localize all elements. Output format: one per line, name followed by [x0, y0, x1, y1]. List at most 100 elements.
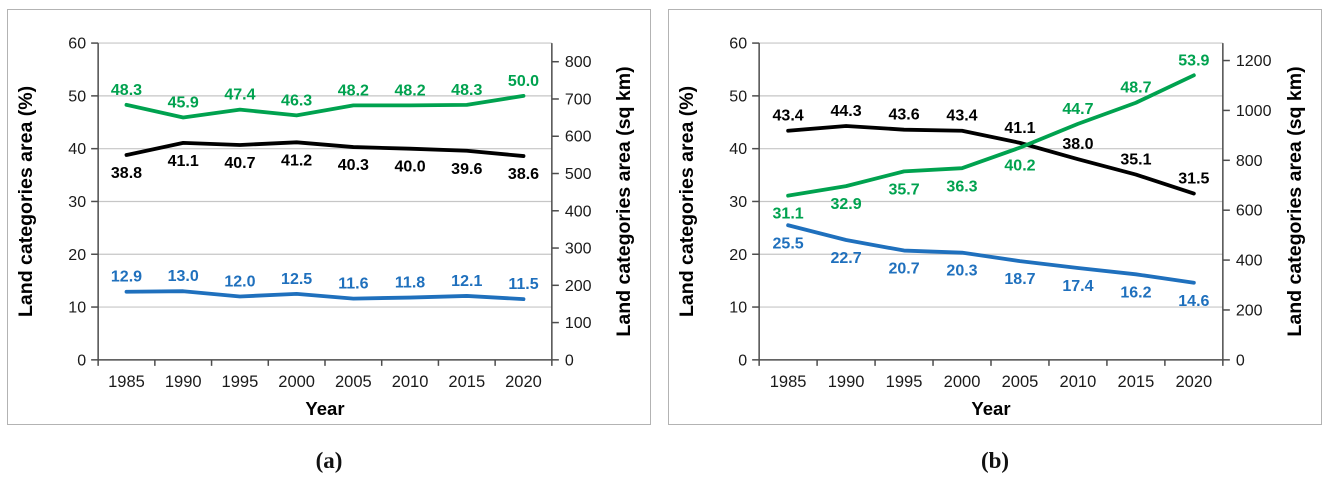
y-left-tick-label: 0 — [77, 351, 86, 369]
y-left-tick-label: 10 — [729, 299, 747, 317]
data-label: 50.0 — [508, 72, 539, 90]
x-axis-title: Year — [305, 398, 344, 419]
x-tick-label: 1990 — [165, 372, 202, 391]
data-label: 41.1 — [168, 152, 199, 170]
data-label: 12.9 — [111, 268, 142, 286]
series-line-blue — [786, 223, 1196, 285]
y-right-tick-label: 400 — [1236, 252, 1263, 270]
data-label: 48.3 — [111, 81, 142, 99]
data-label: 48.7 — [1120, 79, 1151, 97]
data-label: 12.0 — [224, 272, 255, 290]
data-label: 36.3 — [946, 177, 977, 195]
data-label: 18.7 — [1004, 270, 1035, 288]
x-tick-label: 2020 — [505, 372, 542, 391]
y-right-tick-label: 400 — [565, 202, 592, 220]
data-label: 43.4 — [946, 107, 977, 125]
data-label: 11.8 — [395, 274, 425, 292]
data-label: 48.2 — [394, 81, 425, 99]
y-right-tick-label: 0 — [565, 351, 574, 369]
data-label: 22.7 — [831, 249, 862, 267]
data-label: 14.6 — [1178, 292, 1209, 310]
data-label: 38.8 — [111, 164, 142, 182]
data-label: 43.6 — [888, 106, 919, 124]
data-label: 25.5 — [773, 234, 804, 252]
y-left-tick-label: 60 — [729, 35, 747, 53]
x-tick-label: 1990 — [828, 372, 865, 391]
y-left-tick-label: 50 — [68, 87, 86, 105]
y-right-tick-label: 800 — [1236, 152, 1263, 170]
x-tick-label: 2005 — [1002, 372, 1039, 391]
y-left-tick-label: 20 — [729, 246, 747, 264]
data-label: 32.9 — [831, 195, 862, 213]
y-right-tick-label: 700 — [565, 90, 592, 108]
data-label: 41.1 — [1004, 119, 1035, 137]
x-tick-label: 1995 — [886, 372, 923, 391]
y-right-tick-label: 0 — [1236, 351, 1245, 369]
data-label: 31.1 — [773, 205, 804, 223]
chart-panel-b: 0 10 20 30 40 50 60 0 200 400 600 800 1000 1200 1985 19… — [668, 9, 1322, 425]
y-left-axis-title: Land categories area (%) — [15, 86, 37, 317]
x-axis-title: Year — [971, 398, 1010, 419]
y-right-tick-label: 500 — [565, 165, 592, 183]
line-chart-a: 0102030405060010020030040050060070080019… — [15, 35, 635, 419]
data-label: 11.5 — [508, 275, 538, 293]
data-label: 16.2 — [1120, 283, 1151, 301]
data-label: 20.7 — [888, 260, 919, 278]
x-tick-label: 2005 — [335, 372, 372, 391]
data-label: 20.3 — [946, 262, 977, 280]
y-left-tick-label: 60 — [68, 35, 86, 53]
data-label: 38.0 — [1062, 135, 1093, 153]
data-label: 43.4 — [773, 107, 804, 125]
data-label: 31.5 — [1178, 170, 1209, 188]
y-left-tick-label: 30 — [729, 193, 747, 211]
data-label: 13.0 — [168, 267, 199, 285]
x-tick-label: 2000 — [278, 372, 315, 391]
y-left-tick-label: 50 — [729, 87, 747, 105]
x-tick-label: 1985 — [770, 372, 807, 391]
data-label: 48.2 — [338, 81, 369, 99]
y-left-tick-label: 10 — [68, 299, 86, 317]
y-right-tick-label: 200 — [565, 277, 592, 295]
data-label: 38.6 — [508, 165, 539, 183]
series-line-black — [786, 124, 1196, 196]
y-right-axis-title: Land categories area (sq km) — [1284, 66, 1306, 336]
x-tick-label: 1985 — [108, 372, 145, 391]
data-label: 45.9 — [168, 93, 199, 111]
x-tick-label: 2010 — [392, 372, 429, 391]
y-right-tick-label: 600 — [565, 128, 592, 146]
x-tick-label: 2015 — [448, 372, 485, 391]
data-label: 40.7 — [224, 154, 255, 172]
data-label: 46.3 — [281, 91, 312, 109]
data-label: 35.7 — [888, 180, 919, 198]
panel-caption-b: (b) — [980, 448, 1010, 473]
data-label: 12.5 — [281, 270, 312, 288]
y-right-tick-label: 100 — [565, 314, 592, 332]
x-tick-label: 2010 — [1060, 372, 1097, 391]
data-label: 47.4 — [224, 86, 255, 104]
panel-caption-a: (a) — [315, 448, 343, 473]
y-right-tick-label: 800 — [565, 53, 592, 71]
data-label: 35.1 — [1120, 151, 1151, 169]
data-label: 44.3 — [831, 102, 862, 120]
data-label: 41.2 — [281, 151, 312, 169]
y-right-axis-title: Land categories area (sq km) — [613, 66, 635, 336]
data-label: 53.9 — [1178, 51, 1209, 69]
y-left-tick-label: 40 — [68, 140, 86, 158]
series-line-green — [124, 93, 526, 120]
y-right-tick-label: 1000 — [1236, 102, 1272, 120]
chart-panel-a: 0 10 20 30 40 50 60 0 100 200 300 400 500 600 700 800 19… — [7, 9, 651, 425]
series-line-blue — [124, 289, 526, 302]
data-label: 11.6 — [338, 275, 368, 293]
data-label: 40.0 — [394, 158, 425, 176]
x-tick-label: 1995 — [222, 372, 259, 391]
y-right-tick-label: 1200 — [1236, 52, 1272, 70]
y-left-axis-title: Land categories area (%) — [676, 86, 698, 317]
data-label: 12.1 — [451, 272, 482, 290]
y-left-tick-label: 40 — [729, 140, 747, 158]
x-tick-label: 2015 — [1118, 372, 1155, 391]
series-line-green — [786, 73, 1196, 198]
y-left-tick-label: 30 — [68, 193, 86, 211]
data-label: 48.3 — [451, 81, 482, 99]
